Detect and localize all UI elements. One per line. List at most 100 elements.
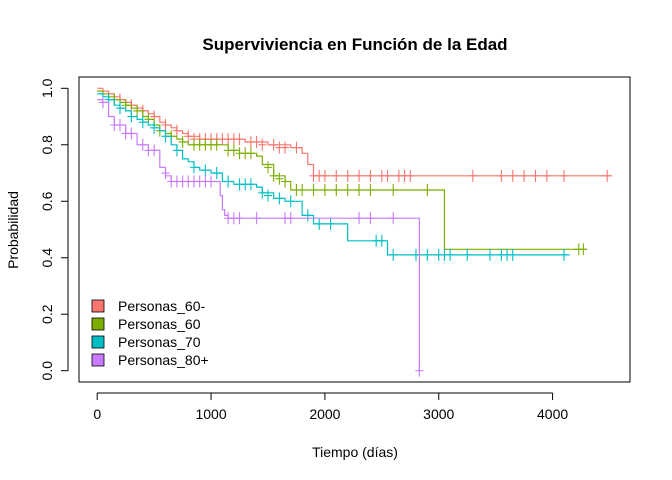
censor-mark xyxy=(315,217,324,230)
censor-mark xyxy=(366,183,375,196)
legend: Personas_60- Personas_60 Personas_70 Person… xyxy=(91,298,209,368)
censor-mark xyxy=(520,169,529,182)
y-axis-label: Probabilidad xyxy=(5,191,21,269)
x-tick-label: 2000 xyxy=(309,406,340,422)
censor-mark xyxy=(207,175,216,188)
censor-mark xyxy=(603,169,612,182)
censor-mark xyxy=(138,116,147,129)
survival-curve xyxy=(97,87,612,177)
censor-mark xyxy=(150,121,159,134)
censor-mark xyxy=(212,138,221,151)
survival-curve xyxy=(97,99,420,371)
y-axis: 0.0 0.2 0.4 0.6 0.8 1.0 xyxy=(39,78,69,380)
censor-mark xyxy=(497,169,506,182)
censor-mark xyxy=(366,212,375,225)
censor-mark xyxy=(229,144,238,157)
censor-mark xyxy=(355,183,364,196)
series-3 xyxy=(97,93,570,261)
censor-mark xyxy=(286,212,295,225)
x-tick-label: 3000 xyxy=(423,406,454,422)
censor-mark xyxy=(531,169,540,182)
plot-area xyxy=(78,76,631,383)
legend-label: Personas_60 xyxy=(118,316,201,332)
legend-swatch xyxy=(91,317,105,331)
y-tick-label: 0.4 xyxy=(39,248,55,268)
x-axis-label: Tiempo (días) xyxy=(312,444,398,460)
censor-mark xyxy=(389,183,398,196)
censor-mark xyxy=(224,175,233,188)
censor-mark xyxy=(189,161,198,174)
censor-mark xyxy=(415,364,424,377)
y-tick-label: 1.0 xyxy=(39,78,55,98)
censor-mark xyxy=(355,169,364,182)
series-1 xyxy=(97,87,612,182)
y-tick-label: 0.6 xyxy=(39,191,55,211)
censor-mark xyxy=(320,169,329,182)
censor-mark xyxy=(423,183,432,196)
censor-mark xyxy=(263,189,272,202)
censor-mark xyxy=(468,169,477,182)
censor-mark xyxy=(161,119,170,132)
censor-mark xyxy=(98,96,107,109)
censor-mark xyxy=(559,248,568,261)
censor-mark xyxy=(212,167,221,180)
censor-mark xyxy=(423,248,432,261)
censor-mark xyxy=(298,183,307,196)
censor-mark xyxy=(303,209,312,222)
censor-mark xyxy=(343,183,352,196)
censor-mark xyxy=(252,135,261,148)
legend-swatch xyxy=(91,335,105,349)
censor-mark xyxy=(281,141,290,154)
legend-label: Personas_60- xyxy=(118,298,206,314)
censor-mark xyxy=(281,175,290,188)
censor-mark xyxy=(172,124,181,137)
series-4 xyxy=(97,96,424,377)
censor-mark xyxy=(389,248,398,261)
censor-mark xyxy=(258,186,267,199)
censor-mark xyxy=(127,127,136,140)
censor-mark xyxy=(366,169,375,182)
censor-mark xyxy=(172,144,181,157)
censor-mark xyxy=(332,169,341,182)
censor-mark xyxy=(246,178,255,191)
censor-mark xyxy=(275,192,284,205)
censor-mark xyxy=(150,144,159,157)
censor-mark xyxy=(115,119,124,132)
censor-mark xyxy=(343,169,352,182)
series-layer xyxy=(97,87,612,377)
censor-mark xyxy=(406,169,415,182)
legend-swatch xyxy=(91,299,105,313)
censor-mark xyxy=(246,147,255,160)
censor-mark xyxy=(286,195,295,208)
censor-mark xyxy=(320,183,329,196)
censor-mark xyxy=(133,104,142,117)
censor-mark xyxy=(383,169,392,182)
legend-swatch xyxy=(91,353,105,367)
censor-mark xyxy=(269,138,278,151)
censor-mark xyxy=(184,130,193,143)
censor-mark xyxy=(542,169,551,182)
censor-mark xyxy=(201,164,210,177)
y-tick-label: 0.2 xyxy=(39,304,55,324)
series-2 xyxy=(97,90,588,256)
censor-mark xyxy=(355,212,364,225)
survival-curve xyxy=(97,93,570,256)
censor-mark xyxy=(579,243,588,256)
censor-mark xyxy=(508,248,517,261)
censor-mark xyxy=(332,183,341,196)
x-axis: 0 1000 2000 3000 4000 xyxy=(93,392,568,422)
censor-mark xyxy=(326,217,335,230)
censor-mark xyxy=(263,161,272,174)
censor-mark xyxy=(508,169,517,182)
y-tick-label: 0.8 xyxy=(39,135,55,155)
x-tick-label: 4000 xyxy=(537,406,568,422)
censor-mark xyxy=(161,130,170,143)
legend-label: Personas_70 xyxy=(118,334,201,350)
censor-mark xyxy=(463,248,472,261)
censor-mark xyxy=(235,212,244,225)
censor-mark xyxy=(559,169,568,182)
censor-mark xyxy=(269,169,278,182)
censor-mark xyxy=(411,248,420,261)
x-tick-label: 0 xyxy=(93,406,101,422)
